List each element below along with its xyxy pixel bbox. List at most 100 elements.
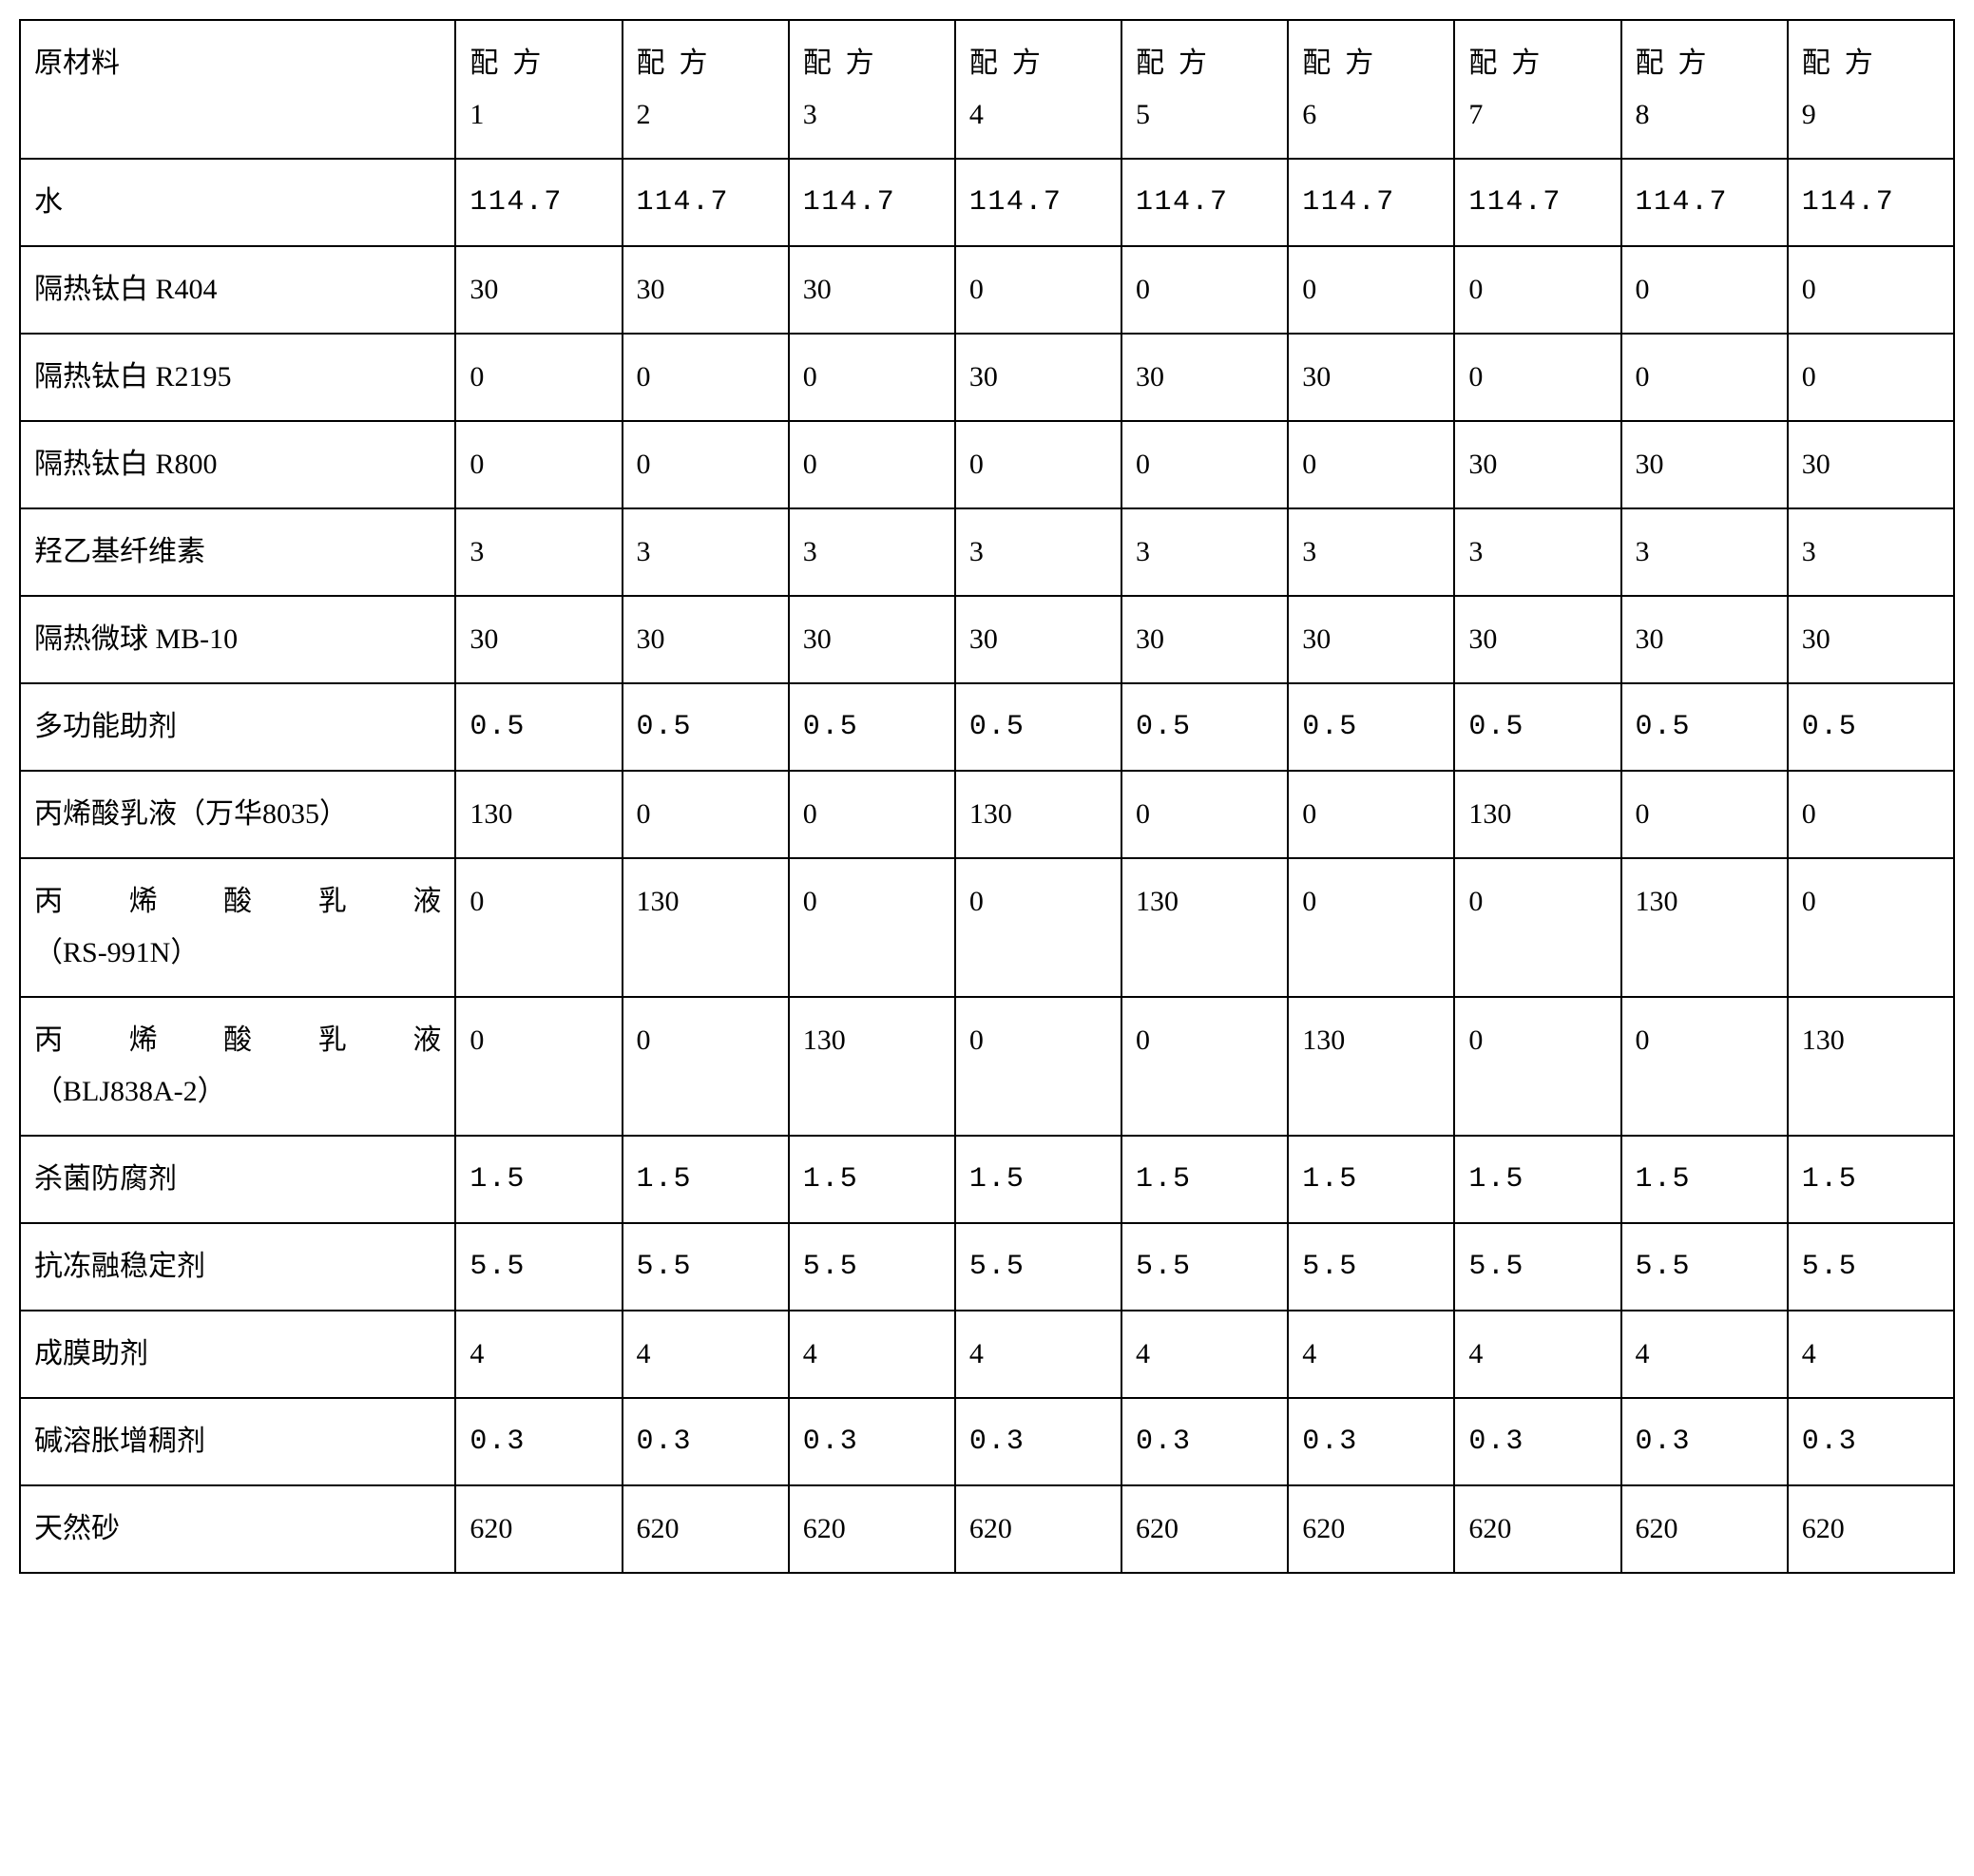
table-row: 水114.7114.7114.7114.7114.7114.7114.7114.…: [20, 159, 1954, 246]
value-cell: 0: [789, 334, 955, 421]
value-cell: 4: [1288, 1311, 1454, 1398]
header-material: 原材料: [20, 20, 455, 159]
value-cell: 0: [1788, 771, 1954, 858]
value-cell: 4: [955, 1311, 1121, 1398]
value-cell: 30: [455, 246, 622, 334]
table-row: 隔热微球 MB-10303030303030303030: [20, 596, 1954, 683]
value-cell: 4: [1788, 1311, 1954, 1398]
value-cell: 620: [455, 1485, 622, 1573]
value-cell: 3: [1288, 508, 1454, 596]
value-cell: 0: [623, 771, 789, 858]
value-cell: 30: [789, 596, 955, 683]
value-cell: 0: [1454, 997, 1620, 1136]
value-cell: 4: [623, 1311, 789, 1398]
material-cell: 丙烯酸乳液（BLJ838A-2）: [20, 997, 455, 1136]
table-header: 原材料 配方1 配方2 配方3 配方4 配方5 配方6 配方7 配方8 配方9: [20, 20, 1954, 159]
material-cell: 水: [20, 159, 455, 246]
value-cell: 30: [1788, 421, 1954, 508]
value-cell: 114.7: [1121, 159, 1288, 246]
value-cell: 30: [1621, 421, 1788, 508]
value-cell: 114.7: [1788, 159, 1954, 246]
value-cell: 0.3: [955, 1398, 1121, 1485]
value-cell: 1.5: [1288, 1136, 1454, 1223]
value-cell: 5.5: [1121, 1223, 1288, 1311]
value-cell: 5.5: [955, 1223, 1121, 1311]
material-cell: 杀菌防腐剂: [20, 1136, 455, 1223]
value-cell: 0: [623, 421, 789, 508]
value-cell: 130: [455, 771, 622, 858]
value-cell: 130: [623, 858, 789, 997]
value-cell: 30: [1288, 334, 1454, 421]
value-cell: 0.3: [789, 1398, 955, 1485]
value-cell: 0.3: [623, 1398, 789, 1485]
table-row: 碱溶胀增稠剂0.30.30.30.30.30.30.30.30.3: [20, 1398, 1954, 1485]
table-row: 隔热钛白 R404303030000000: [20, 246, 1954, 334]
value-cell: 0: [623, 997, 789, 1136]
value-cell: 0.3: [1621, 1398, 1788, 1485]
value-cell: 30: [1121, 596, 1288, 683]
table-row: 隔热钛白 R800000000303030: [20, 421, 1954, 508]
value-cell: 0: [789, 858, 955, 997]
table-row: 天然砂620620620620620620620620620: [20, 1485, 1954, 1573]
value-cell: 0.5: [1454, 683, 1620, 771]
value-cell: 0: [955, 997, 1121, 1136]
value-cell: 620: [955, 1485, 1121, 1573]
value-cell: 3: [623, 508, 789, 596]
material-cell: 成膜助剂: [20, 1311, 455, 1398]
value-cell: 30: [1288, 596, 1454, 683]
value-cell: 620: [1788, 1485, 1954, 1573]
material-line2: （BLJ838A-2）: [34, 1066, 441, 1118]
value-cell: 114.7: [623, 159, 789, 246]
value-cell: 130: [1288, 997, 1454, 1136]
value-cell: 30: [789, 246, 955, 334]
value-cell: 0: [1454, 246, 1620, 334]
value-cell: 0.3: [455, 1398, 622, 1485]
material-cell: 隔热钛白 R404: [20, 246, 455, 334]
value-cell: 0: [455, 334, 622, 421]
material-cell: 碱溶胀增稠剂: [20, 1398, 455, 1485]
value-cell: 5.5: [1288, 1223, 1454, 1311]
material-cell: 隔热钛白 R2195: [20, 334, 455, 421]
material-cell: 隔热钛白 R800: [20, 421, 455, 508]
value-cell: 0: [455, 421, 622, 508]
value-cell: 5.5: [1788, 1223, 1954, 1311]
value-cell: 3: [1621, 508, 1788, 596]
value-cell: 4: [1621, 1311, 1788, 1398]
value-cell: 0: [955, 858, 1121, 997]
value-cell: 5.5: [455, 1223, 622, 1311]
value-cell: 3: [1454, 508, 1620, 596]
value-cell: 114.7: [1288, 159, 1454, 246]
value-cell: 3: [955, 508, 1121, 596]
value-cell: 0: [455, 997, 622, 1136]
header-formula-7: 配方7: [1454, 20, 1620, 159]
value-cell: 4: [455, 1311, 622, 1398]
value-cell: 3: [789, 508, 955, 596]
value-cell: 0: [1121, 997, 1288, 1136]
value-cell: 0: [1288, 771, 1454, 858]
value-cell: 1.5: [623, 1136, 789, 1223]
value-cell: 0.5: [789, 683, 955, 771]
material-cell: 羟乙基纤维素: [20, 508, 455, 596]
header-formula-8: 配方8: [1621, 20, 1788, 159]
value-cell: 1.5: [455, 1136, 622, 1223]
value-cell: 1.5: [789, 1136, 955, 1223]
value-cell: 4: [1454, 1311, 1620, 1398]
value-cell: 620: [789, 1485, 955, 1573]
material-cell: 隔热微球 MB-10: [20, 596, 455, 683]
value-cell: 0: [1121, 421, 1288, 508]
value-cell: 0: [955, 421, 1121, 508]
table-row: 丙烯酸乳液（RS-991N）013000130001300: [20, 858, 1954, 997]
material-line1: 丙烯酸乳液: [34, 1015, 441, 1066]
value-cell: 0: [1788, 858, 1954, 997]
value-cell: 5.5: [623, 1223, 789, 1311]
value-cell: 114.7: [1621, 159, 1788, 246]
value-cell: 0.5: [455, 683, 622, 771]
value-cell: 0.3: [1788, 1398, 1954, 1485]
value-cell: 114.7: [455, 159, 622, 246]
value-cell: 0: [1288, 246, 1454, 334]
value-cell: 5.5: [1454, 1223, 1620, 1311]
value-cell: 130: [789, 997, 955, 1136]
value-cell: 620: [1288, 1485, 1454, 1573]
value-cell: 30: [1454, 596, 1620, 683]
value-cell: 0: [1621, 997, 1788, 1136]
